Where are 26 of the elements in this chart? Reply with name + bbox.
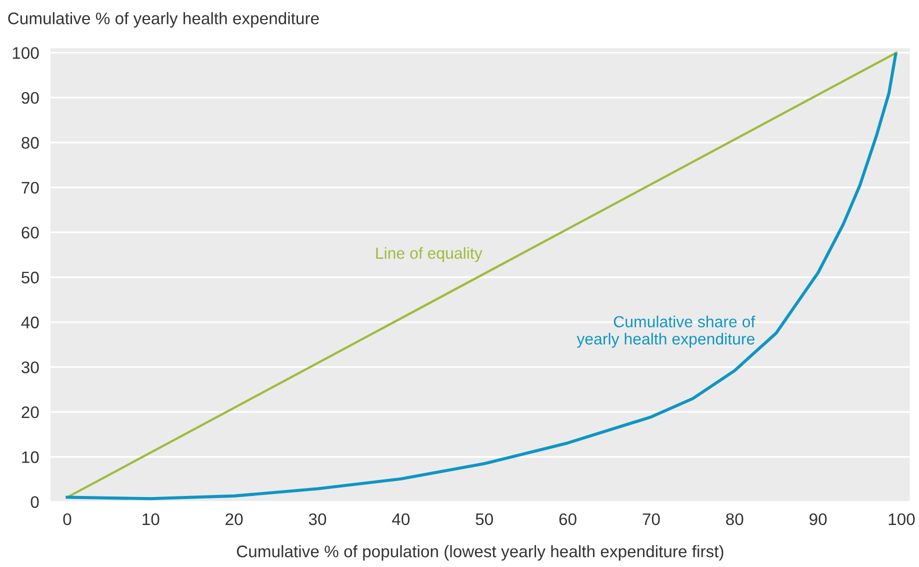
y-tick-label: 0: [30, 496, 39, 508]
x-tick-label: 100: [888, 513, 915, 526]
x-tick-label: 10: [142, 513, 160, 526]
y-tick-label: 60: [22, 226, 39, 239]
y-tick-label: 10: [22, 451, 39, 464]
series-label: Cumulative share of yearly health expenditure: [576, 316, 756, 348]
y-tick-label: 20: [22, 406, 39, 418]
x-tick-label: 90: [810, 513, 827, 526]
y-tick-label: 80: [22, 136, 39, 149]
x-tick-label: 70: [642, 513, 660, 526]
series-label: Line of equality: [376, 247, 482, 262]
y-tick-label: 40: [21, 316, 39, 328]
x-tick-label: 60: [559, 513, 576, 526]
y-tick-label: 70: [22, 182, 39, 194]
x-axis-title: Cumulative % of population (lowest yearly health expenditure first): [236, 545, 724, 561]
y-tick-label: 50: [22, 272, 39, 284]
y-tick-label: 30: [22, 361, 39, 374]
x-tick-label: 50: [476, 513, 493, 526]
x-tick-label: 80: [726, 513, 744, 526]
x-tick-label: 30: [308, 513, 326, 526]
y-tick-label: 100: [12, 47, 39, 59]
x-tick-label: 40: [392, 513, 410, 526]
y-axis-title: Cumulative % of yearly health expenditure: [8, 12, 319, 28]
y-tick-label: 90: [22, 92, 39, 104]
x-tick-label: 20: [226, 513, 243, 526]
x-tick-label: 0: [63, 513, 72, 526]
